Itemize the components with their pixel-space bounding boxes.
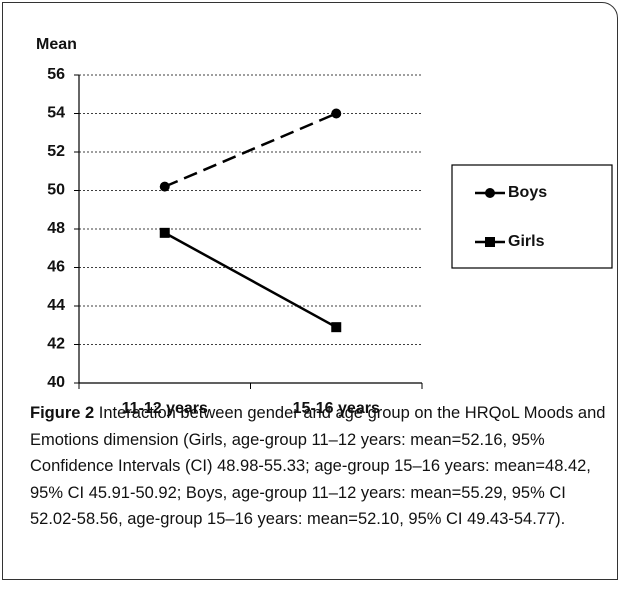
y-tick-label: 44 bbox=[47, 297, 65, 314]
y-tick-label: 50 bbox=[47, 182, 65, 199]
y-tick-label: 56 bbox=[47, 66, 65, 83]
y-tick-label: 48 bbox=[47, 220, 65, 237]
legend-marker bbox=[485, 237, 495, 247]
x-tick-label: 15-16 years bbox=[293, 400, 380, 417]
y-tick-label: 42 bbox=[47, 336, 65, 353]
figure-frame bbox=[2, 2, 618, 580]
caption-text: Interaction between gender and age group… bbox=[30, 404, 606, 528]
y-tick-label: 52 bbox=[47, 143, 65, 160]
series-line bbox=[164, 231, 337, 329]
legend-label: Boys bbox=[508, 184, 547, 201]
data-point bbox=[159, 227, 170, 238]
caption: Figure 2 Interaction between gender and … bbox=[30, 400, 610, 533]
legend-box bbox=[451, 164, 613, 269]
y-tick-label: 46 bbox=[47, 259, 65, 276]
series-line bbox=[164, 112, 337, 188]
legend-marker bbox=[485, 188, 495, 198]
data-point bbox=[331, 108, 342, 119]
data-point bbox=[331, 322, 342, 333]
y-tick-label: 54 bbox=[47, 105, 65, 122]
y-tick-label: 40 bbox=[47, 374, 65, 391]
x-tick-label: 11-12 years bbox=[122, 400, 208, 417]
figure-label: Figure 2 bbox=[30, 404, 95, 422]
legend-label: Girls bbox=[508, 233, 545, 250]
data-point bbox=[159, 181, 170, 192]
y-axis-label: Mean bbox=[36, 36, 77, 53]
